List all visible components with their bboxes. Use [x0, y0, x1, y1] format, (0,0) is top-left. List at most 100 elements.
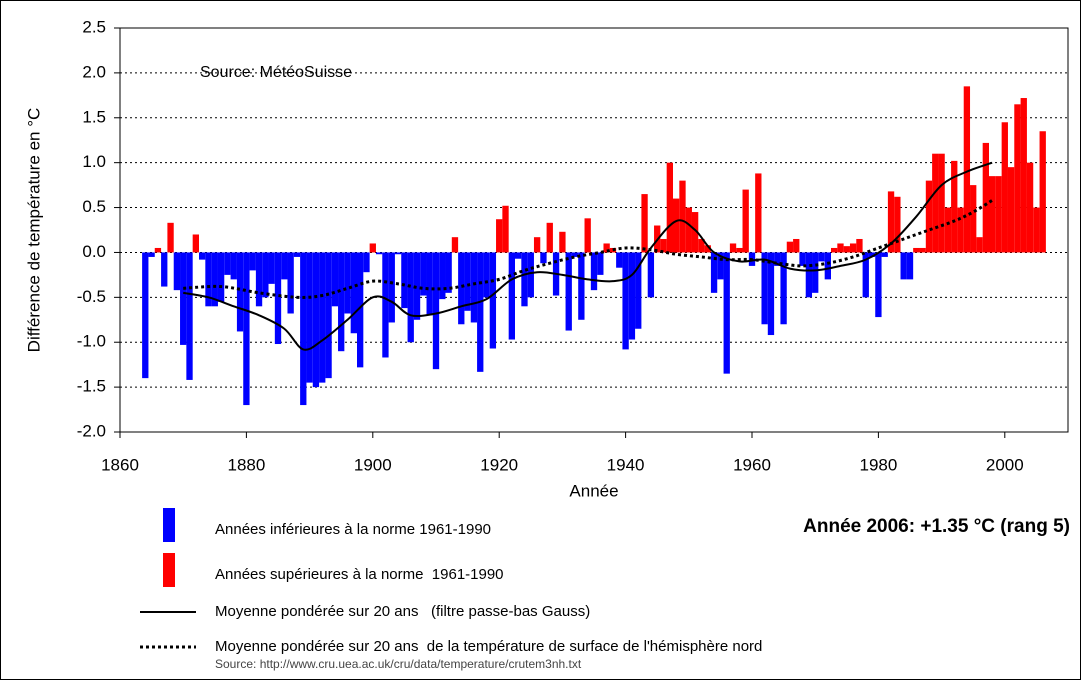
y-tick-label: 0.5: [82, 197, 106, 216]
bar: [331, 252, 339, 307]
bar: [161, 252, 168, 287]
bar: [875, 252, 882, 318]
bar: [660, 238, 667, 253]
y-tick-label: 0.0: [82, 242, 106, 261]
bar: [679, 180, 686, 253]
bar: [995, 176, 1002, 253]
bar: [989, 176, 996, 253]
bar: [862, 252, 869, 298]
bar: [521, 252, 528, 307]
bar: [230, 252, 237, 280]
x-tick-label: 2000: [986, 455, 1024, 474]
bar: [325, 252, 332, 379]
bar: [192, 234, 199, 253]
bar: [458, 252, 465, 325]
x-tick-label: 1900: [354, 455, 392, 474]
bar: [887, 191, 895, 253]
bar: [420, 252, 427, 296]
bar: [1026, 162, 1034, 253]
bar: [281, 252, 288, 280]
bar: [856, 238, 863, 253]
bar: [780, 252, 787, 325]
bar: [824, 252, 831, 280]
bar: [350, 252, 357, 334]
bar: [1020, 98, 1027, 253]
bar: [439, 252, 446, 300]
bar: [628, 252, 636, 340]
bar: [919, 247, 926, 253]
bar: [710, 252, 718, 293]
bar: [489, 252, 497, 349]
y-tick-label: 2.5: [82, 17, 106, 36]
x-tick-label: 1920: [480, 455, 518, 474]
bar: [527, 252, 534, 298]
y-tick-label: 2.0: [82, 62, 106, 81]
bar: [597, 252, 604, 275]
bar: [268, 252, 275, 284]
bar: [287, 252, 294, 314]
bar: [205, 252, 212, 307]
bar: [451, 237, 459, 253]
bar: [774, 252, 781, 266]
bar: [236, 252, 244, 332]
trend-line: [183, 199, 993, 299]
bar: [445, 252, 452, 293]
bar: [357, 252, 364, 368]
bar: [533, 237, 541, 253]
bar: [622, 252, 629, 350]
bar: [793, 238, 800, 253]
bar: [211, 252, 218, 307]
bar: [704, 245, 711, 253]
bar: [963, 86, 971, 253]
bar: [502, 205, 509, 253]
bar: [837, 243, 844, 253]
trend-line: [183, 161, 993, 351]
bar: [805, 252, 813, 298]
bar: [401, 252, 408, 309]
y-tick-label: 1.0: [82, 152, 106, 171]
bar: [167, 222, 174, 253]
bar: [224, 252, 231, 275]
bar: [496, 219, 503, 253]
bar: [868, 252, 876, 257]
y-tick-label: 1.5: [82, 107, 106, 126]
bar: [761, 252, 768, 325]
bar: [338, 252, 345, 352]
bar: [843, 246, 850, 253]
y-tick-label: -2.0: [77, 421, 106, 440]
plot-border: [119, 27, 1069, 433]
bar: [755, 173, 762, 253]
bar: [970, 185, 977, 253]
bar: [938, 153, 945, 253]
bar: [849, 243, 857, 253]
bar: [217, 252, 225, 302]
bar: [388, 252, 395, 323]
bar: [932, 153, 939, 253]
legend-label: Moyenne pondérée sur 20 ans de la tempér…: [215, 638, 762, 655]
bar: [666, 162, 673, 253]
bar: [249, 252, 256, 271]
bar: [742, 189, 749, 253]
bar: [799, 252, 806, 266]
x-tick-label: 1880: [227, 455, 265, 474]
bar: [508, 252, 515, 340]
bar: [590, 252, 598, 291]
bar: [470, 252, 478, 323]
bar: [641, 194, 648, 253]
bar: [698, 238, 705, 253]
bar: [982, 142, 989, 253]
bar: [894, 196, 901, 253]
bar: [900, 252, 907, 280]
bar: [565, 252, 572, 331]
y-tick-label: -1.5: [77, 377, 106, 396]
bar: [831, 247, 838, 253]
bar: [483, 252, 490, 298]
bar: [736, 247, 743, 253]
bar: [477, 252, 484, 372]
bar: [691, 212, 699, 253]
bar: [729, 243, 737, 253]
bar: [723, 252, 730, 374]
bar: [546, 222, 553, 253]
